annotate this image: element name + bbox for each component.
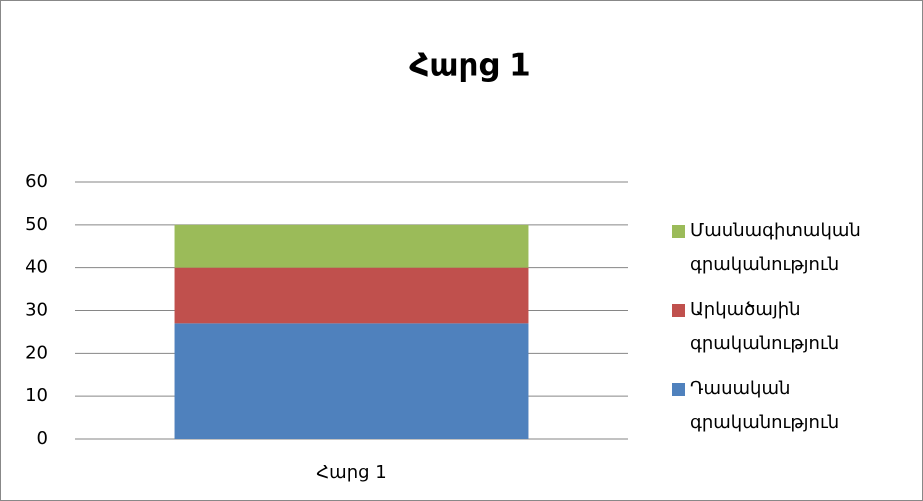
legend-item: Դասական գրականություն [670,372,910,451]
x-tick-label: Հարց 1 [316,462,386,483]
y-tick-label: 40 [25,257,48,278]
y-tick-label: 20 [25,342,48,363]
bar-segment [174,323,529,439]
bar-segment [174,224,529,268]
legend-swatch [672,304,685,317]
legend: Մասնագիտական գրականություն Արկածային գրակ… [670,214,910,451]
legend-item: Արկածային գրականություն [670,293,910,372]
y-tick-label: 0 [37,428,48,449]
y-tick-label: 50 [25,214,48,235]
bar-segment [174,267,529,324]
legend-label: Արկածային գրականություն [690,299,840,354]
legend-swatch [672,225,685,238]
y-tick-label: 10 [25,385,48,406]
legend-swatch [672,383,685,396]
y-tick-label: 30 [25,300,48,321]
legend-label: Դասական գրականություն [690,378,840,433]
legend-item: Մասնագիտական գրականություն [670,214,910,293]
legend-label: Մասնագիտական գրականություն [690,220,861,275]
chart-title: Հարց 1 [409,48,531,84]
y-tick-label: 60 [25,171,48,192]
